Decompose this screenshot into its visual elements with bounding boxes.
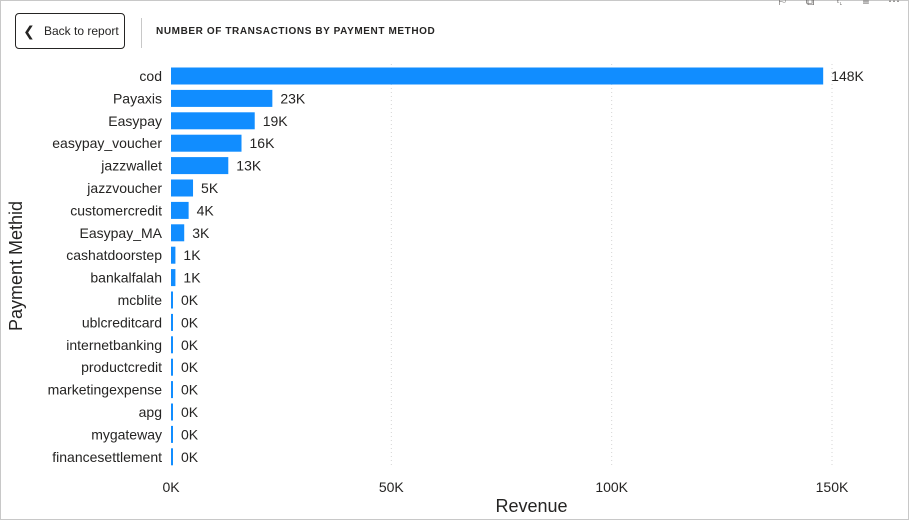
pin-icon[interactable]: ⚐ bbox=[776, 0, 788, 8]
bar[interactable] bbox=[171, 358, 173, 376]
header-divider bbox=[141, 18, 142, 48]
bar[interactable] bbox=[171, 224, 185, 242]
category-label: marketingexpense bbox=[48, 382, 163, 398]
back-to-report-button[interactable]: ❮ Back to report bbox=[15, 13, 125, 49]
visual-toolbar: ⚐ ⧉ ␇ ≡ ⋯ bbox=[773, 0, 903, 9]
category-label: jazzwallet bbox=[100, 158, 162, 174]
bar[interactable] bbox=[171, 291, 173, 309]
bar[interactable] bbox=[171, 448, 173, 466]
bar[interactable] bbox=[171, 67, 824, 85]
x-tick-label: 50K bbox=[379, 479, 405, 495]
data-label: 19K bbox=[263, 113, 289, 129]
data-label: 5K bbox=[201, 180, 219, 196]
data-label: 148K bbox=[831, 68, 864, 84]
category-label: cashatdoorstep bbox=[66, 247, 162, 263]
data-label: 0K bbox=[181, 404, 199, 420]
category-label: mcblite bbox=[118, 292, 163, 308]
data-label: 4K bbox=[197, 202, 215, 218]
bar[interactable] bbox=[171, 381, 173, 399]
bar[interactable] bbox=[171, 336, 173, 354]
bell-icon[interactable]: ␇ bbox=[833, 0, 843, 8]
data-label: 0K bbox=[181, 449, 199, 465]
x-tick-label: 100K bbox=[595, 479, 628, 495]
data-label: 0K bbox=[181, 359, 199, 375]
bar[interactable] bbox=[171, 179, 194, 197]
category-label: cod bbox=[139, 68, 162, 84]
bar[interactable] bbox=[171, 425, 173, 443]
data-label: 3K bbox=[192, 225, 210, 241]
y-axis-title: Payment Methid bbox=[6, 201, 26, 331]
data-label: 0K bbox=[181, 382, 199, 398]
filter-icon[interactable]: ≡ bbox=[862, 0, 870, 8]
more-icon[interactable]: ⋯ bbox=[888, 0, 900, 8]
bar[interactable] bbox=[171, 246, 176, 264]
data-label: 0K bbox=[181, 292, 199, 308]
category-label: ublcreditcard bbox=[82, 314, 162, 330]
category-label: bankalfalah bbox=[90, 270, 162, 286]
x-tick-label: 0K bbox=[162, 479, 180, 495]
back-to-report-label: Back to report bbox=[44, 24, 119, 38]
bar[interactable] bbox=[171, 134, 242, 152]
bar[interactable] bbox=[171, 269, 176, 287]
bar[interactable] bbox=[171, 313, 173, 331]
data-label: 0K bbox=[181, 314, 199, 330]
x-tick-label: 150K bbox=[816, 479, 849, 495]
category-label: Easypay bbox=[108, 113, 162, 129]
category-label: Easypay_MA bbox=[80, 225, 163, 241]
bar[interactable] bbox=[171, 201, 189, 219]
bar[interactable] bbox=[171, 157, 229, 175]
bar[interactable] bbox=[171, 112, 255, 130]
bar[interactable] bbox=[171, 89, 273, 107]
data-label: 0K bbox=[181, 337, 199, 353]
data-label: 16K bbox=[250, 135, 276, 151]
x-axis-title: Revenue bbox=[495, 496, 567, 516]
category-label: jazzvoucher bbox=[86, 180, 162, 196]
category-label: easypay_voucher bbox=[52, 135, 162, 151]
data-label: 0K bbox=[181, 426, 199, 442]
data-label: 13K bbox=[236, 158, 262, 174]
chevron-left-icon: ❮ bbox=[23, 22, 35, 39]
category-label: productcredit bbox=[81, 359, 162, 375]
category-label: financesettlement bbox=[52, 449, 162, 465]
data-label: 23K bbox=[280, 90, 306, 106]
category-label: Payaxis bbox=[113, 90, 162, 106]
data-label: 1K bbox=[183, 270, 201, 286]
category-label: customercredit bbox=[70, 202, 162, 218]
category-label: mygateway bbox=[91, 426, 162, 442]
data-label: 1K bbox=[183, 247, 201, 263]
category-label: apg bbox=[139, 404, 162, 420]
copy-icon[interactable]: ⧉ bbox=[805, 0, 815, 8]
category-label: internetbanking bbox=[66, 337, 162, 353]
bar[interactable] bbox=[171, 403, 173, 421]
visual-title: NUMBER OF TRANSACTIONS BY PAYMENT METHOD bbox=[156, 26, 436, 37]
